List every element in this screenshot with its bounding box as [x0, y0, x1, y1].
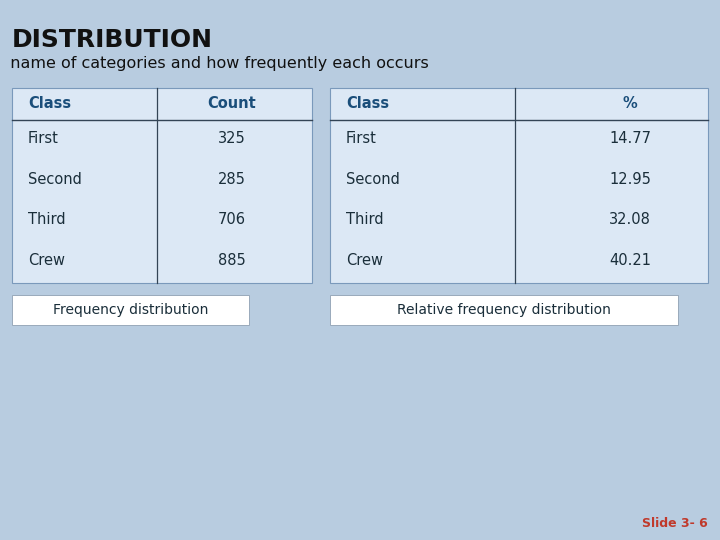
Text: DISTRIBUTION: DISTRIBUTION [12, 28, 213, 52]
Text: name of categories and how frequently each occurs: name of categories and how frequently ea… [0, 56, 428, 71]
Text: 325: 325 [218, 131, 246, 146]
Text: First: First [346, 131, 377, 146]
Text: 12.95: 12.95 [609, 172, 651, 187]
Text: Crew: Crew [28, 253, 65, 268]
Text: Frequency distribution: Frequency distribution [53, 303, 208, 317]
Text: Class: Class [28, 97, 71, 111]
Text: Crew: Crew [346, 253, 383, 268]
Text: 40.21: 40.21 [609, 253, 651, 268]
Text: First: First [28, 131, 59, 146]
Text: 706: 706 [218, 212, 246, 227]
Text: 32.08: 32.08 [609, 212, 651, 227]
FancyBboxPatch shape [330, 295, 678, 325]
Text: 885: 885 [218, 253, 246, 268]
Text: %: % [623, 97, 637, 111]
Text: Second: Second [346, 172, 400, 187]
Text: Third: Third [28, 212, 66, 227]
FancyBboxPatch shape [330, 88, 708, 283]
Text: Second: Second [28, 172, 82, 187]
Text: 14.77: 14.77 [609, 131, 651, 146]
Text: Relative frequency distribution: Relative frequency distribution [397, 303, 611, 317]
FancyBboxPatch shape [12, 295, 249, 325]
Text: Count: Count [207, 97, 256, 111]
Text: Class: Class [346, 97, 389, 111]
Text: Third: Third [346, 212, 384, 227]
Text: 285: 285 [218, 172, 246, 187]
Text: Slide 3- 6: Slide 3- 6 [642, 517, 708, 530]
FancyBboxPatch shape [12, 88, 312, 283]
